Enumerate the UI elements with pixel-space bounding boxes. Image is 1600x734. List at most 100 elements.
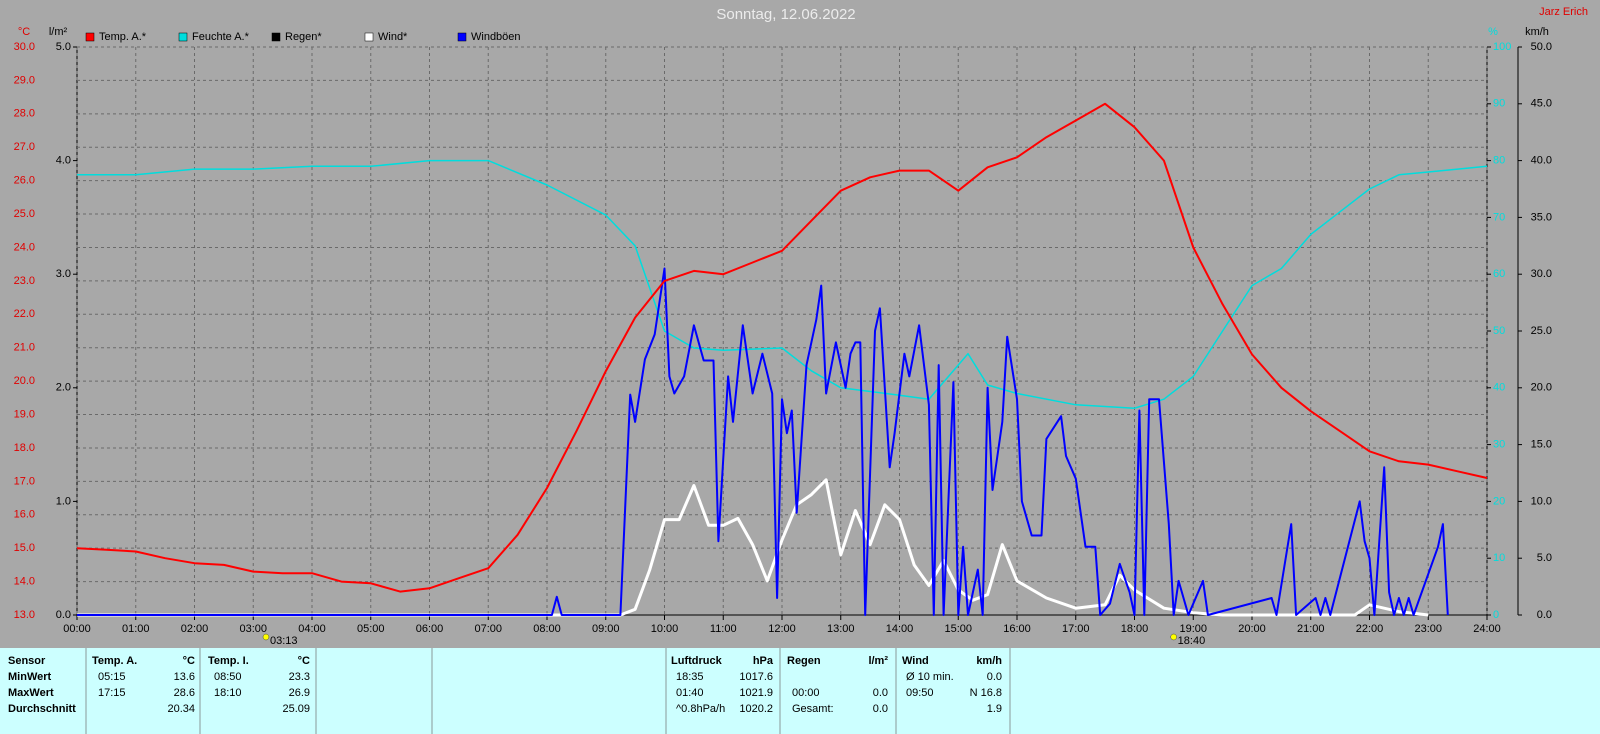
cell-time: 09:50 — [906, 687, 934, 699]
cell-time: 18:35 — [676, 671, 704, 683]
legend-swatch — [364, 32, 374, 42]
x-tick-label: 16:00 — [1003, 623, 1031, 635]
y3-tick-label: 0 — [1493, 609, 1499, 621]
x-tick-label: 02:00 — [181, 623, 209, 635]
x-tick-label: 15:00 — [944, 623, 972, 635]
y4-tick-label: 0.0 — [1537, 609, 1552, 621]
legend-swatch — [85, 32, 95, 42]
column-unit: l/m² — [868, 655, 888, 667]
x-tick-label: 14:00 — [886, 623, 914, 635]
author: Jarz Erich — [1539, 6, 1588, 18]
cell-time: 00:00 — [792, 687, 820, 699]
cell-value: 1017.6 — [739, 671, 773, 683]
y-tick-label: 20.0 — [14, 375, 35, 387]
y3-tick-label: 80 — [1493, 155, 1505, 167]
series-line — [76, 102, 1488, 593]
y4-tick-label: 35.0 — [1531, 211, 1552, 223]
y-axis-unit: °C — [18, 26, 30, 38]
x-tick-label: 13:00 — [827, 623, 855, 635]
y-tick-label: 29.0 — [14, 74, 35, 86]
y-tick-label: 28.0 — [14, 108, 35, 120]
cell-time: 18:10 — [214, 687, 242, 699]
x-tick-label: 06:00 — [416, 623, 444, 635]
cell-time: Gesamt: — [792, 703, 834, 715]
y-tick-label: 24.0 — [14, 241, 35, 253]
cell-time: ^0.8hPa/h — [676, 703, 725, 715]
cell-value: 1.9 — [987, 703, 1002, 715]
row-label: MaxWert — [8, 687, 54, 699]
x-tick-label: 07:00 — [474, 623, 502, 635]
y4-tick-label: 40.0 — [1531, 155, 1552, 167]
y4-tick-label: 30.0 — [1531, 268, 1552, 280]
sun-marker — [262, 633, 270, 641]
cell-value: 20.34 — [167, 703, 195, 715]
x-tick-label: 17:00 — [1062, 623, 1090, 635]
y-tick-label: 15.0 — [14, 542, 35, 554]
y3-tick-label: 70 — [1493, 211, 1505, 223]
y-tick-label: 16.0 — [14, 509, 35, 521]
y-tick-label: 23.0 — [14, 275, 35, 287]
column-unit: °C — [183, 655, 195, 667]
y4-tick-label: 5.0 — [1537, 552, 1552, 564]
y3-axis-unit: % — [1488, 26, 1498, 38]
x-tick-label: 10:00 — [651, 623, 679, 635]
y-tick-label: 27.0 — [14, 141, 35, 153]
x-tick-label: 03:00 — [239, 623, 267, 635]
y-tick-label: 26.0 — [14, 175, 35, 187]
y4-tick-label: 20.0 — [1531, 382, 1552, 394]
cell-value: 0.0 — [873, 703, 888, 715]
x-tick-label: 24:00 — [1473, 623, 1501, 635]
column-unit: hPa — [753, 655, 774, 667]
y4-tick-label: 15.0 — [1531, 439, 1552, 451]
legend-label: Regen* — [285, 31, 322, 43]
column-name: Temp. I. — [208, 655, 249, 667]
x-tick-label: 04:00 — [298, 623, 326, 635]
y-tick-label: 17.0 — [14, 475, 35, 487]
series-line — [77, 267, 1449, 616]
y-tick-label: 22.0 — [14, 308, 35, 320]
cell-time: 05:15 — [98, 671, 126, 683]
y2-tick-label: 0.0 — [56, 609, 71, 621]
cell-time: 01:40 — [676, 687, 704, 699]
legend-label: Feuchte A.* — [192, 31, 250, 43]
cell-value: N 16.8 — [970, 687, 1002, 699]
background — [0, 0, 1600, 648]
y4-tick-label: 10.0 — [1531, 495, 1552, 507]
y3-tick-label: 50 — [1493, 325, 1505, 337]
y-tick-label: 30.0 — [14, 41, 35, 53]
cell-value: 13.6 — [174, 671, 195, 683]
row-label: MinWert — [8, 671, 52, 683]
x-tick-label: 19:00 — [1179, 623, 1207, 635]
x-tick-label: 00:00 — [63, 623, 91, 635]
x-tick-label: 01:00 — [122, 623, 150, 635]
y2-tick-label: 1.0 — [56, 495, 71, 507]
column-name: Regen — [787, 655, 821, 667]
y3-tick-label: 30 — [1493, 439, 1505, 451]
y3-tick-label: 10 — [1493, 552, 1505, 564]
x-tick-label: 21:00 — [1297, 623, 1325, 635]
legend-swatch — [271, 32, 281, 42]
row-label: Sensor — [8, 655, 46, 667]
column-name: Luftdruck — [671, 655, 723, 667]
cell-value: 23.3 — [289, 671, 310, 683]
y3-tick-label: 60 — [1493, 268, 1505, 280]
x-tick-label: 11:00 — [710, 623, 737, 635]
legend-swatch — [178, 32, 188, 42]
y4-axis-unit: km/h — [1525, 26, 1549, 38]
y-tick-label: 13.0 — [14, 609, 35, 621]
cell-time: 17:15 — [98, 687, 126, 699]
y2-tick-label: 2.0 — [56, 382, 71, 394]
y3-tick-label: 40 — [1493, 382, 1505, 394]
legend-label: Temp. A.* — [99, 31, 147, 43]
x-tick-label: 23:00 — [1414, 623, 1442, 635]
legend-label: Windböen — [471, 31, 521, 43]
y3-tick-label: 100 — [1493, 41, 1511, 53]
y4-tick-label: 45.0 — [1531, 98, 1552, 110]
x-tick-label: 09:00 — [592, 623, 620, 635]
column-unit: km/h — [976, 655, 1002, 667]
cell-value: 0.0 — [873, 687, 888, 699]
y3-tick-label: 90 — [1493, 98, 1505, 110]
cell-value: 1020.2 — [739, 703, 773, 715]
column-unit: °C — [298, 655, 310, 667]
